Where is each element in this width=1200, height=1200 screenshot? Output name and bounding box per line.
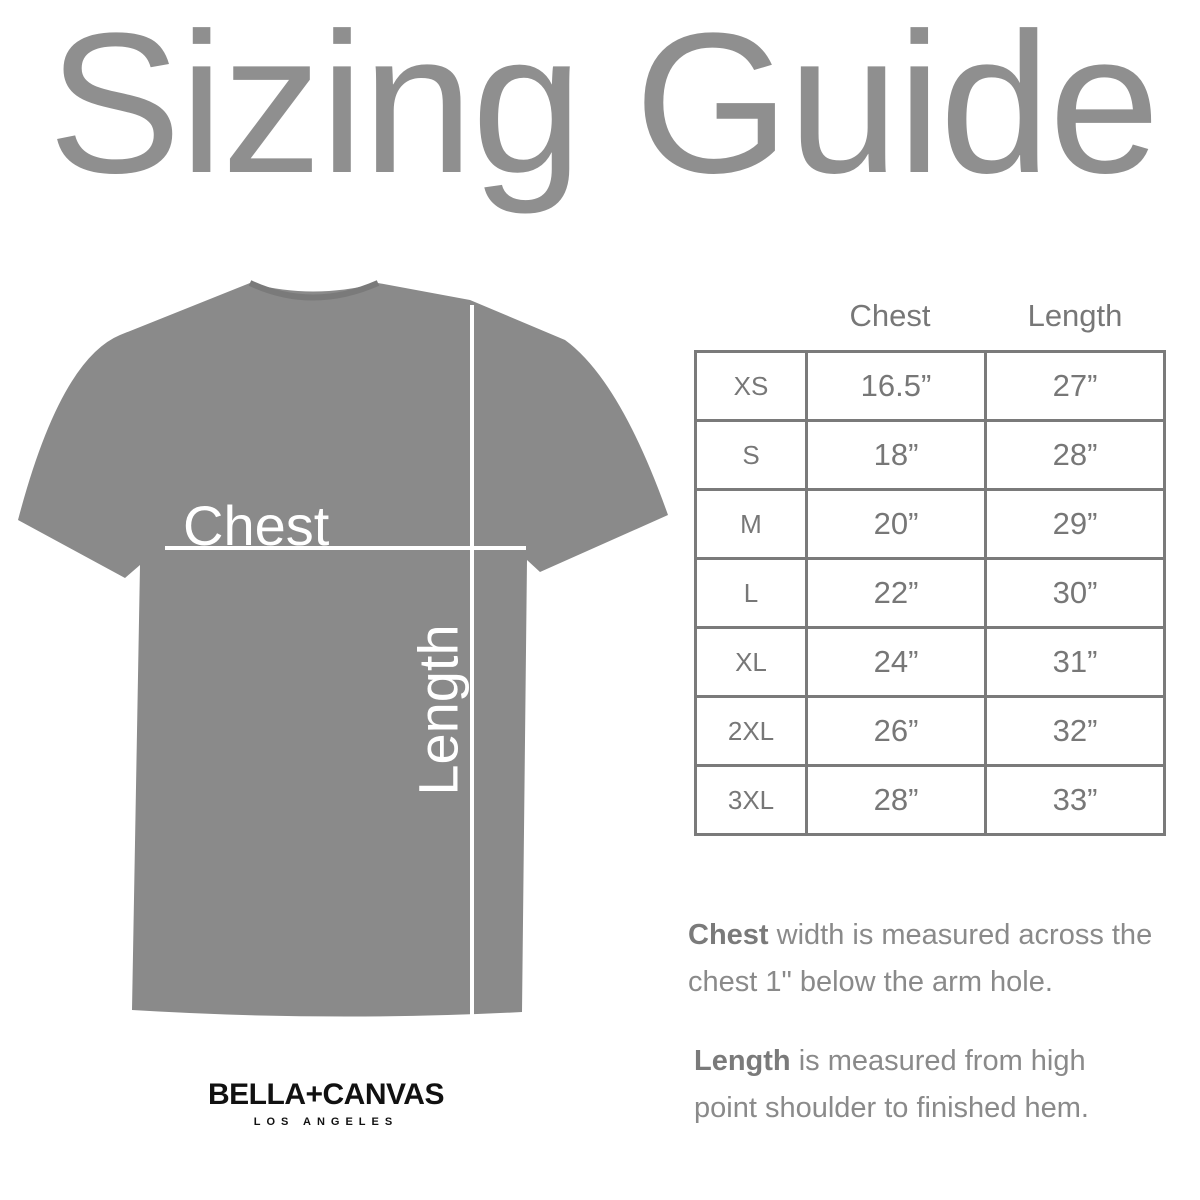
cell-size: XS (694, 350, 808, 422)
logo-brand: BELLA+CANVAS (208, 1078, 444, 1111)
length-note-bold: Length (694, 1045, 791, 1077)
cell-chest: 24” (805, 626, 987, 698)
table-row: 3XL 28” 33” (694, 764, 1166, 836)
cell-length: 27” (984, 350, 1166, 422)
length-note: Length is measured from high point shoul… (694, 1038, 1154, 1132)
length-header: Length (1027, 298, 1123, 333)
cell-size: S (694, 419, 808, 491)
table-row: XS 16.5” 27” (694, 350, 1166, 422)
chest-note-bold: Chest (688, 919, 769, 951)
length-label: Length (406, 624, 470, 796)
cell-length: 28” (984, 419, 1166, 491)
cell-size: M (694, 488, 808, 560)
cell-size: XL (694, 626, 808, 698)
length-note-text: is measured from high point shoulder to … (694, 1045, 1089, 1124)
chest-note: Chest width is measured across the chest… (688, 912, 1168, 1006)
size-table: XS 16.5” 27” S 18” 28” M 20” 29” L 22” 30” XL 24” 31” 2… (694, 350, 1166, 836)
cell-chest: 16.5” (805, 350, 987, 422)
cell-chest: 20” (805, 488, 987, 560)
table-row: XL 24” 31” (694, 626, 1166, 698)
chest-header: Chest (849, 298, 931, 333)
cell-size: 2XL (694, 695, 808, 767)
cell-size: 3XL (694, 764, 808, 836)
cell-chest: 18” (805, 419, 987, 491)
table-row: S 18” 28” (694, 419, 1166, 491)
cell-length: 32” (984, 695, 1166, 767)
cell-length: 31” (984, 626, 1166, 698)
cell-size: L (694, 557, 808, 629)
tshirt-shape (18, 283, 668, 1017)
cell-chest: 22” (805, 557, 987, 629)
chest-note-text: width is measured across the chest 1" be… (688, 919, 1153, 998)
logo-sub: LOS ANGELES (253, 1116, 399, 1128)
cell-chest: 26” (805, 695, 987, 767)
table-row: 2XL 26” 32” (694, 695, 1166, 767)
tshirt-image (18, 280, 668, 1017)
page-title: Sizing Guide (48, 0, 1160, 215)
cell-chest: 28” (805, 764, 987, 836)
cell-length: 29” (984, 488, 1166, 560)
table-row: M 20” 29” (694, 488, 1166, 560)
cell-length: 30” (984, 557, 1166, 629)
tshirt-collar (248, 280, 380, 301)
table-row: L 22” 30” (694, 557, 1166, 629)
chest-label: Chest (183, 494, 330, 557)
brand-logo: BELLA+CANVAS LOS ANGELES (208, 1078, 444, 1128)
cell-length: 33” (984, 764, 1166, 836)
